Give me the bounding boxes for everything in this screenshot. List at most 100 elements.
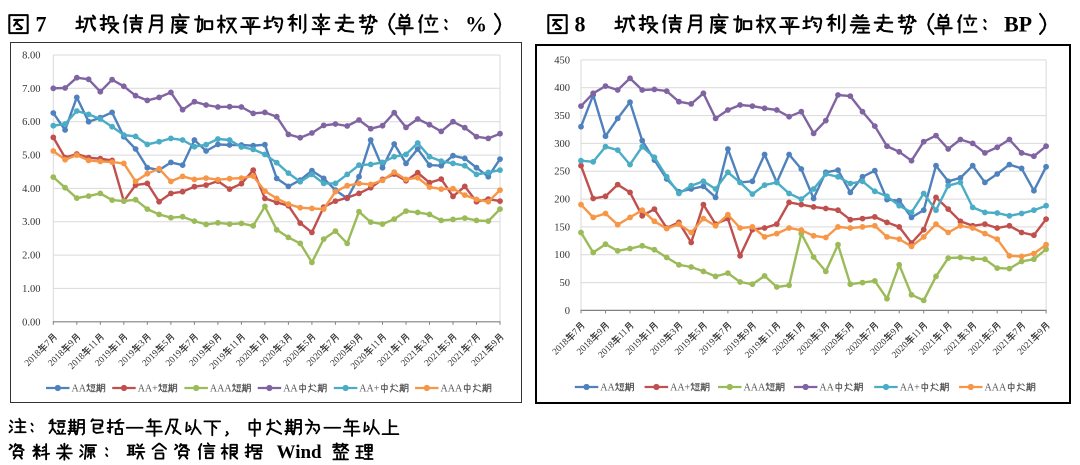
svg-text:1.00: 1.00 [22,284,40,295]
svg-text:7.00: 7.00 [22,84,40,95]
svg-text:3: 3 [137,338,148,349]
svg-text:2019: 2019 [117,348,138,369]
svg-text:2020: 2020 [869,337,890,358]
svg-text:7: 7 [718,327,729,338]
svg-text:2021: 2021 [399,348,420,369]
svg-text:400: 400 [554,83,570,94]
svg-text:2.00: 2.00 [22,251,40,262]
svg-text:2021: 2021 [376,348,397,369]
svg-text:2020: 2020 [282,348,303,369]
svg-text:7: 7 [43,338,54,349]
svg-text:2019: 2019 [164,348,185,369]
svg-text:3: 3 [419,338,430,349]
svg-text:3: 3 [669,327,680,338]
svg-text:AA+: AA+ [900,383,920,394]
svg-text:2020: 2020 [329,348,350,369]
svg-text:%: % [465,12,487,37]
svg-text:9: 9 [595,327,606,338]
svg-text:2021: 2021 [918,337,939,358]
svg-text:2018: 2018 [597,340,618,361]
svg-text:2019: 2019 [722,337,743,358]
svg-text:2020: 2020 [820,337,841,358]
svg-text:2019: 2019 [649,337,670,358]
svg-text:2021: 2021 [423,348,444,369]
svg-text:2020: 2020 [349,351,370,372]
svg-text:1: 1 [791,327,802,338]
svg-text:2018: 2018 [67,351,88,372]
svg-text:9: 9 [67,338,78,349]
svg-text:5: 5 [987,327,998,338]
svg-text:Wind: Wind [267,442,331,463]
svg-text:7: 7 [184,338,195,349]
svg-text:4.00: 4.00 [22,184,40,195]
svg-text:5: 5 [443,338,454,349]
svg-text:AA: AA [600,383,615,394]
svg-text:1: 1 [644,327,655,338]
svg-text:2018: 2018 [47,348,68,369]
svg-text:AA: AA [819,383,834,394]
svg-text:2019: 2019 [698,337,719,358]
svg-text:7: 7 [571,327,582,338]
svg-text:5: 5 [693,327,704,338]
svg-text:9: 9 [1036,327,1047,338]
svg-text:3: 3 [962,327,973,338]
svg-text:8.00: 8.00 [22,51,40,62]
svg-text:AAA: AAA [985,383,1007,394]
svg-text:150: 150 [554,222,570,233]
svg-text:AA: AA [283,384,298,395]
svg-text:1: 1 [114,338,125,349]
svg-text:9: 9 [208,338,219,349]
svg-text:AAA: AAA [744,383,766,394]
svg-text:2020: 2020 [258,348,279,369]
svg-text:7: 7 [36,12,47,37]
svg-text:2021: 2021 [470,348,491,369]
svg-text:1: 1 [938,327,949,338]
svg-text:6.00: 6.00 [22,117,40,128]
svg-text:5.00: 5.00 [22,151,40,162]
svg-text:2021: 2021 [991,337,1012,358]
svg-text:2021: 2021 [446,348,467,369]
svg-text:AA+: AA+ [670,383,690,394]
svg-text:AAA: AAA [441,384,463,395]
svg-text:2018: 2018 [23,348,44,369]
svg-text:2021: 2021 [1016,337,1037,358]
svg-text:8: 8 [575,12,586,37]
svg-text:5: 5 [840,327,851,338]
svg-text:50: 50 [560,278,571,289]
svg-text:2020: 2020 [890,340,911,361]
svg-text:1: 1 [255,338,266,349]
svg-text:350: 350 [554,111,570,122]
svg-text:2019: 2019 [744,340,765,361]
svg-text:2019: 2019 [94,348,115,369]
svg-text:2019: 2019 [624,337,645,358]
svg-text:250: 250 [554,167,570,178]
svg-text:2018: 2018 [551,337,572,358]
svg-text:5: 5 [302,338,313,349]
svg-text:3: 3 [816,327,827,338]
svg-text:7: 7 [325,338,336,349]
svg-text:9: 9 [742,327,753,338]
svg-text:9: 9 [349,338,360,349]
svg-text:BP: BP [1004,12,1032,37]
svg-text:2020: 2020 [235,348,256,369]
svg-text:1: 1 [396,338,407,349]
svg-text:5: 5 [161,338,172,349]
svg-text:9: 9 [889,327,900,338]
svg-text:3.00: 3.00 [22,217,40,228]
svg-text:AA: AA [72,384,87,395]
svg-text:100: 100 [554,250,570,261]
svg-text:AA+: AA+ [359,384,379,395]
svg-text:2019: 2019 [673,337,694,358]
svg-text:2020: 2020 [845,337,866,358]
svg-text:7: 7 [1011,327,1022,338]
svg-text:7: 7 [865,327,876,338]
svg-text:2019: 2019 [141,348,162,369]
svg-text:2020: 2020 [771,337,792,358]
svg-text:2020: 2020 [796,337,817,358]
svg-text:7: 7 [466,338,477,349]
svg-text:3: 3 [278,338,289,349]
svg-text:AAA: AAA [210,384,232,395]
svg-text:9: 9 [490,338,501,349]
svg-text:2019: 2019 [208,351,229,372]
svg-text:2018: 2018 [575,337,596,358]
